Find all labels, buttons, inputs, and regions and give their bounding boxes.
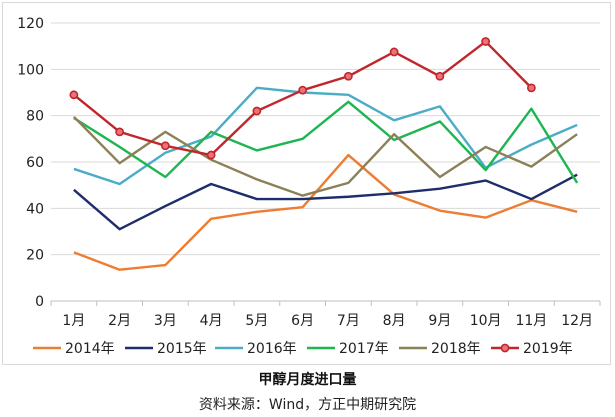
y-tick-label: 0	[35, 294, 44, 310]
legend-marker	[500, 343, 510, 353]
x-tick-label: 6月	[291, 313, 314, 329]
legend-label: 2016年	[247, 341, 297, 357]
chart-frame: 0 20 40 60 80 100 120 1月 2月 3月 4月 5月 6月 7月 8月 9月 10月 11月 1…	[2, 2, 611, 365]
y-tick-label: 20	[26, 248, 44, 264]
data-point	[69, 90, 79, 100]
y-tick-label: 40	[26, 201, 44, 217]
x-tick-label: 12月	[561, 313, 593, 329]
data-point	[206, 150, 216, 160]
x-tick-label: 10月	[470, 313, 502, 329]
data-point	[481, 37, 491, 46]
source-note: 资料来源：Wind，方正中期研究院	[198, 397, 417, 413]
series-line-2016年	[73, 86, 578, 186]
data-point	[298, 85, 308, 95]
x-tick-label: 5月	[245, 313, 268, 329]
legend-label: 2015年	[157, 341, 207, 357]
x-tick-label: 2月	[108, 313, 131, 329]
y-tick-label: 80	[26, 109, 44, 125]
series-line-2017年	[73, 100, 579, 184]
data-point	[343, 71, 353, 81]
x-tick-label: 11月	[515, 313, 547, 329]
y-tick-label: 60	[26, 155, 44, 171]
x-tick-label: 9月	[428, 313, 451, 329]
series-line-2014年	[73, 153, 578, 271]
x-tick-label: 8月	[383, 313, 406, 329]
series-line-2018年	[73, 115, 578, 197]
y-tick-label: 100	[17, 62, 44, 78]
series-line-2015年	[73, 173, 578, 231]
x-tick-label: 3月	[154, 313, 177, 329]
data-point	[389, 47, 399, 57]
chart-caption: 甲醇月度进口量	[258, 372, 357, 388]
x-tick-label: 4月	[200, 313, 223, 329]
legend-label: 2014年	[65, 341, 115, 357]
data-point	[435, 71, 445, 81]
legend-label: 2019年	[523, 341, 573, 357]
data-point	[160, 141, 170, 151]
x-tick-label: 1月	[62, 313, 85, 329]
data-point	[252, 106, 262, 116]
y-tick-label: 120	[17, 16, 44, 32]
legend-label: 2018年	[431, 341, 481, 357]
legend-label: 2017年	[339, 341, 389, 357]
data-point	[526, 83, 536, 93]
x-tick-label: 7月	[337, 313, 360, 329]
line-chart: 0 20 40 60 80 100 120 1月 2月 3月 4月 5月 6月 7月 8月 9月 10月 11月 1…	[17, 16, 601, 357]
data-point	[115, 127, 125, 137]
